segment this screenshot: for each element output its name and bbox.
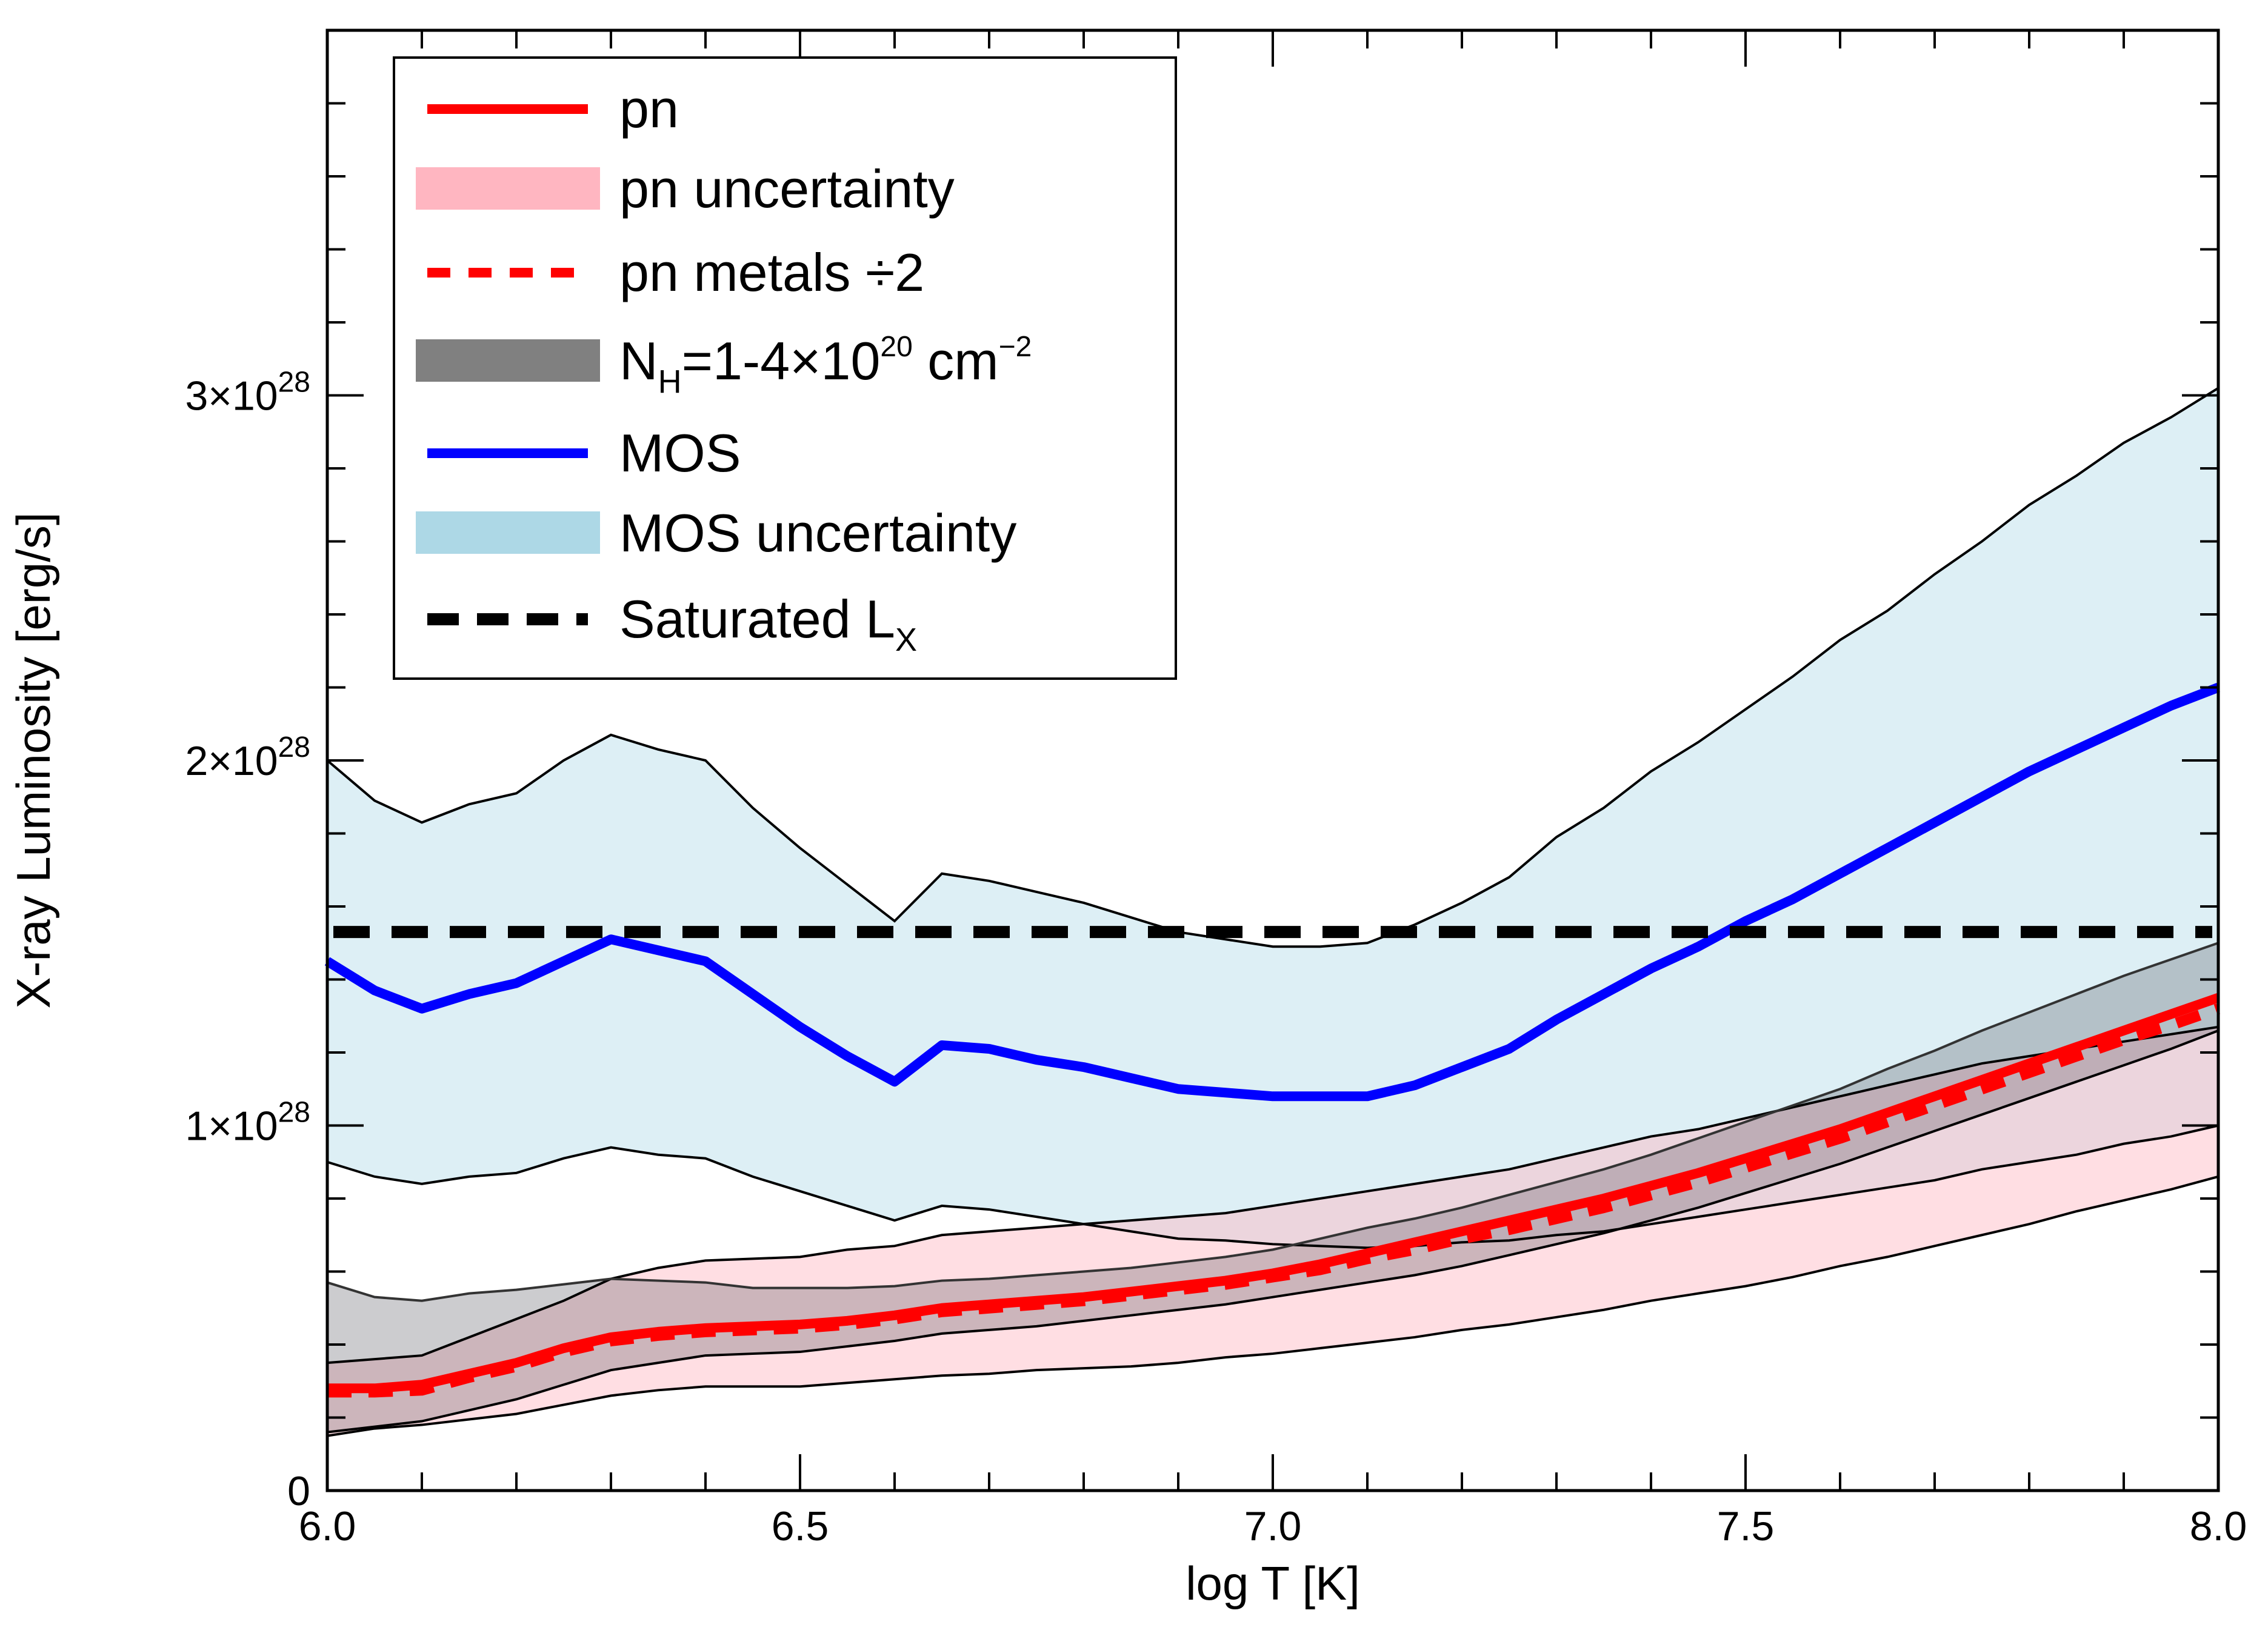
x-tick-label: 6.0 [299,1503,356,1549]
pn-uncertainty-upper-edge [327,1025,2219,1365]
pn-line [327,993,2220,1394]
uncertainty-bands [326,387,2220,1437]
legend-label: pn uncertainty [619,159,955,219]
legend-label: pn [619,79,679,139]
legend-entry: NH=1-4×1020 cm−2 [416,331,1032,400]
mos-uncertainty-lower-edge [327,1124,2219,1249]
mos-uncertainty-band [327,388,2218,1248]
series-lines [324,683,2220,1398]
n-h-1-4-10-20-cm-2-band [327,943,2218,1432]
x-tick-label: 8.0 [2190,1503,2247,1549]
pn-uncertainty-lower-edge [327,1175,2219,1437]
x-tick-label: 7.5 [1717,1503,1775,1549]
pn-uncertainty-band [327,1026,2218,1436]
legend-entry: MOS uncertainty [416,503,1016,563]
legend-entry: Saturated LX [427,589,917,658]
x-axis-label: log T [K] [1186,1557,1360,1610]
mos-uncertainty-upper-edge [326,387,2220,948]
legend-entry: MOS [427,423,741,483]
legend-swatch [416,511,600,554]
legend-label: Saturated LX [619,589,917,658]
x-tick-label: 7.0 [1244,1503,1302,1549]
legend-swatch [416,339,600,382]
y-tick-label: 3×1028 [185,367,310,419]
n-h-1-4-10-20-cm-2-lower-edge [327,1029,2219,1434]
y-axis-label: X-ray Luminosity [erg/s] [7,512,60,1008]
legend-label: MOS [619,423,741,483]
n-h-1-4-10-20-cm-2-upper-edge [327,942,2219,1302]
legend-label: MOS uncertainty [619,503,1016,563]
x-tick-label: 6.5 [772,1503,829,1549]
y-tick-label: 2×1028 [185,731,310,784]
legend-swatch [416,167,600,210]
legend-entry: pn [427,79,679,139]
legend-label: pn metals ÷2 [619,242,924,302]
plot-frame [325,28,2220,1492]
legend: pn pn uncertainty pn metals ÷2 NH=1-4×1020 … [393,56,1177,680]
tick-labels: 6.0 6.5 7.0 7.5 8.0 0 1×1028 2×1028 3×1028 [185,367,2247,1550]
legend-entry: pn metals ÷2 [427,242,924,302]
legend-entry: pn uncertainty [416,159,955,219]
y-tick-label: 1×1028 [185,1097,310,1149]
y-tick-label: 0 [287,1468,310,1514]
mos-line [324,683,2220,1102]
legend-label: NH=1-4×1020 cm−2 [619,331,1032,400]
